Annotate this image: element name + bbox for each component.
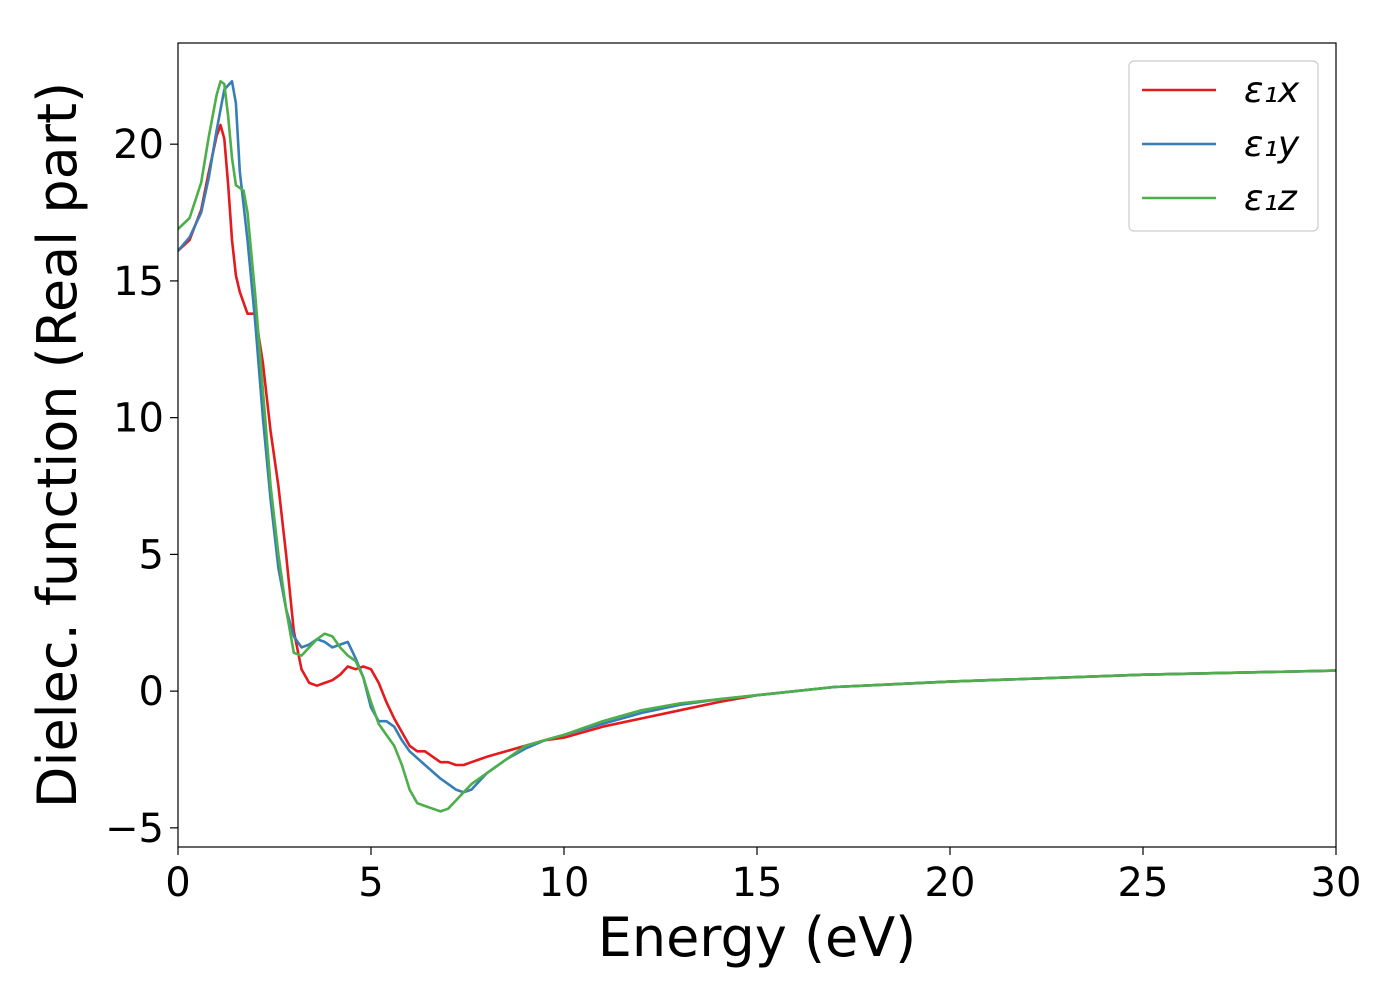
legend-label-1: ε₁y bbox=[1244, 124, 1300, 165]
y-tick-label: −5 bbox=[105, 806, 164, 852]
x-tick-label: 30 bbox=[1311, 860, 1362, 906]
x-tick-label: 0 bbox=[165, 860, 190, 906]
legend-label-0: ε₁x bbox=[1244, 70, 1300, 111]
x-tick-label: 25 bbox=[1118, 860, 1169, 906]
legend-box bbox=[1128, 60, 1319, 232]
x-tick-label: 15 bbox=[732, 860, 783, 906]
x-tick-label: 20 bbox=[925, 860, 976, 906]
series-line-2 bbox=[178, 80, 1336, 813]
y-axis-title: Dielec. function (Real part) bbox=[26, 82, 89, 808]
series-line-0 bbox=[178, 123, 1336, 767]
y-tick-label: 20 bbox=[113, 122, 164, 168]
y-axis: −5 0 5 10 15 20 bbox=[105, 122, 178, 852]
legend: ε₁x ε₁y ε₁z bbox=[1128, 60, 1319, 232]
y-tick-label: 5 bbox=[139, 532, 164, 578]
y-tick-label: 15 bbox=[113, 259, 164, 305]
y-tick-label: 10 bbox=[113, 396, 164, 442]
x-tick-label: 5 bbox=[358, 860, 383, 906]
legend-label-2: ε₁z bbox=[1244, 178, 1298, 219]
x-axis-title: Energy (eV) bbox=[598, 906, 917, 969]
y-tick-label: 0 bbox=[139, 669, 164, 715]
x-axis: 0 5 10 15 20 25 30 bbox=[165, 847, 1361, 906]
x-tick-label: 10 bbox=[539, 860, 590, 906]
